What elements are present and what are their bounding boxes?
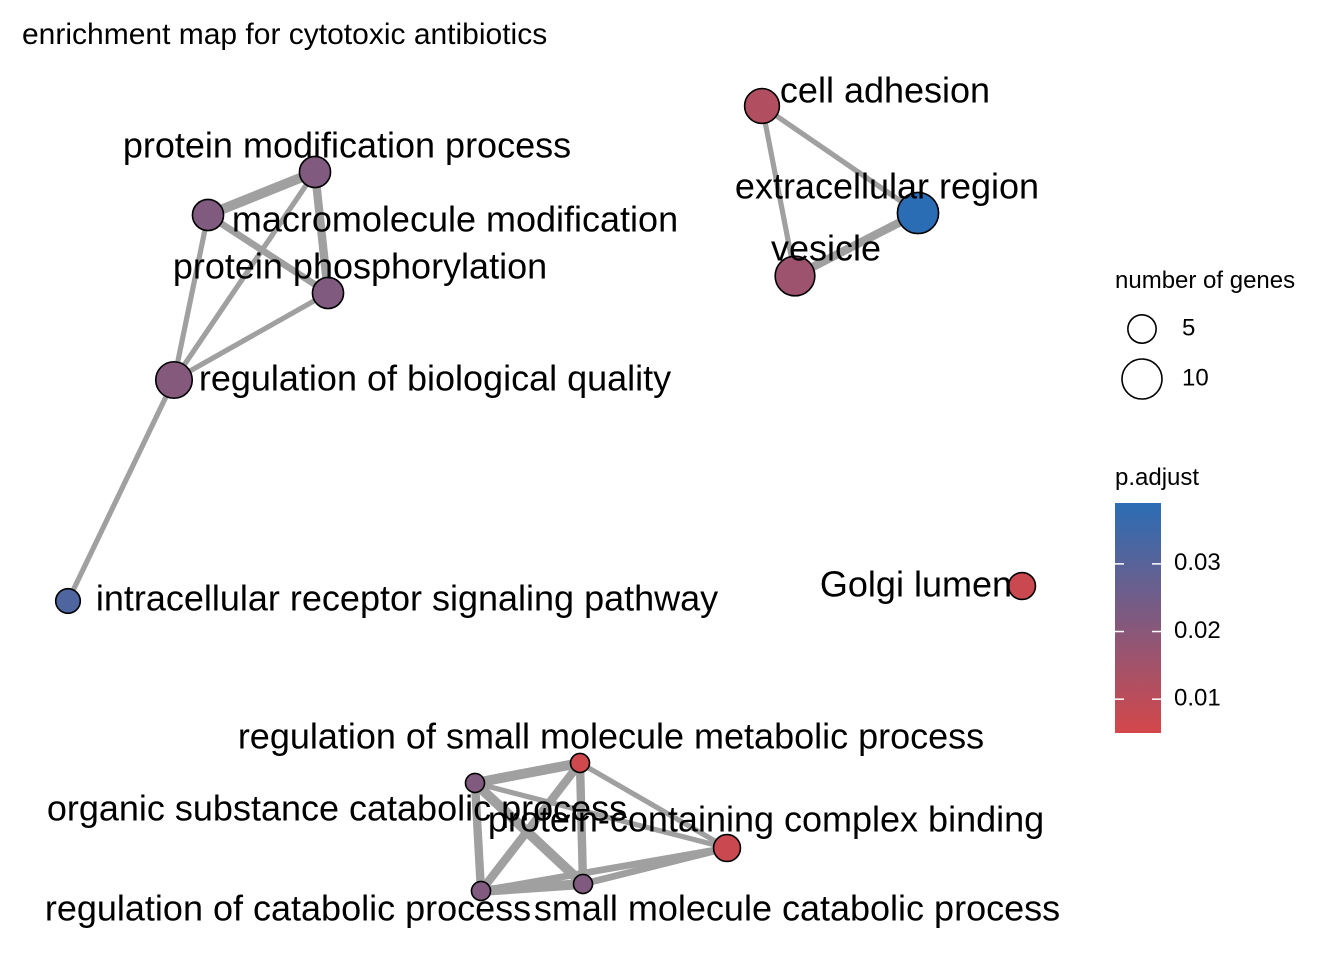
node-label-rsmmp: regulation of small molecule metabolic p…	[238, 716, 984, 757]
edge-oscp-pccb	[474, 780, 728, 851]
legend-size-title: number of genes	[1115, 267, 1295, 294]
plot-title: enrichment map for cytotoxic antibiotics	[22, 18, 548, 51]
node-label-er: extracellular region	[735, 166, 1039, 207]
edge-pmp-mm	[206, 167, 317, 220]
node-label-pccb: protein-containing complex binding	[488, 799, 1044, 840]
edge-pmp-pp	[310, 171, 333, 294]
edge-pmp-rbq	[171, 170, 318, 382]
edge-pp-rbq	[172, 290, 330, 383]
node-irsp	[54, 587, 82, 615]
edge-mm-rbq	[171, 214, 211, 381]
label-layer: protein modification process macromolecul…	[45, 70, 1060, 929]
node-ves	[774, 255, 816, 297]
edge-ca-ves	[759, 105, 798, 277]
node-label-ves: vesicle	[771, 228, 881, 269]
node-label-rbq: regulation of biological quality	[199, 358, 671, 399]
node-label-oscp: organic substance catabolic process	[47, 788, 627, 829]
node-pccb	[712, 833, 742, 863]
size-key-circle	[1127, 314, 1157, 344]
node-label-smcp: small molecule catabolic process	[534, 888, 1060, 929]
node-er	[896, 191, 940, 235]
edge-er-ves	[793, 209, 920, 280]
color-bar-label: 0.01	[1174, 685, 1221, 712]
size-key-label: 5	[1182, 314, 1195, 341]
size-key-circle	[1121, 358, 1163, 400]
size-key-label: 10	[1182, 364, 1209, 391]
edge-oscp-rcp	[470, 782, 486, 892]
node-gl	[1007, 571, 1037, 601]
color-bar-label: 0.03	[1174, 549, 1221, 576]
edge-rsmmp-smcp	[575, 762, 588, 885]
legend-color-title: p.adjust	[1115, 464, 1199, 491]
edge-rbq-irsp	[65, 378, 177, 603]
edge-rsmmp-rcp	[477, 760, 584, 894]
node-ca	[743, 87, 781, 125]
node-label-rcp: regulation of catabolic process	[45, 888, 531, 929]
node-pmp	[298, 155, 332, 189]
node-rbq	[154, 360, 194, 400]
node-rsmmp	[569, 752, 591, 774]
edge-rsmmp-pccb	[578, 760, 729, 851]
edge-oscp-rsmmp	[474, 758, 581, 788]
node-label-mm: macromolecule modification	[232, 199, 678, 240]
node-smcp	[572, 873, 594, 895]
node-mm	[191, 198, 225, 232]
node-pp	[311, 276, 345, 310]
node-label-ca: cell adhesion	[780, 70, 990, 111]
node-label-gl: Golgi lumen	[820, 564, 1012, 605]
legend: number of genes 5 10 p.adjust 0.01 0.02 0.0…	[1115, 267, 1295, 733]
node-label-irsp: intracellular receptor signaling pathway	[96, 578, 718, 619]
node-layer	[54, 87, 1037, 902]
node-oscp	[464, 772, 486, 794]
edge-smcp-pccb	[582, 844, 728, 888]
color-bar-label: 0.02	[1174, 617, 1221, 644]
node-label-pmp: protein modification process	[123, 125, 571, 166]
node-label-pp: protein phosphorylation	[173, 246, 547, 287]
edge-mm-pp	[206, 212, 330, 296]
node-rcp	[470, 880, 492, 902]
color-bar	[1115, 503, 1161, 733]
edge-ca-er	[760, 103, 920, 216]
edge-layer	[65, 103, 920, 896]
